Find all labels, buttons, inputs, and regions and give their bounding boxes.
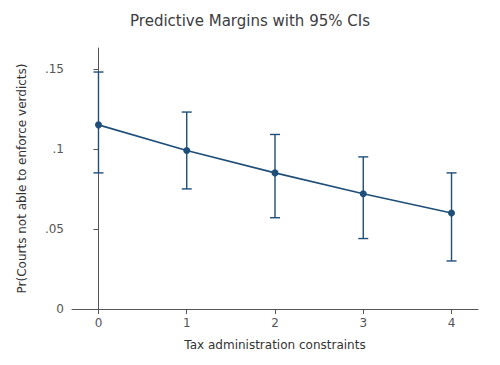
svg-text:4: 4 bbox=[448, 316, 456, 330]
svg-text:Predictive Margins with 95% CI: Predictive Margins with 95% CIs bbox=[130, 12, 370, 30]
svg-text:1: 1 bbox=[183, 316, 191, 330]
svg-text:.1: .1 bbox=[53, 142, 64, 156]
svg-text:3: 3 bbox=[359, 316, 367, 330]
svg-text:.05: .05 bbox=[45, 222, 64, 236]
svg-text:Tax administration constraints: Tax administration constraints bbox=[183, 338, 365, 352]
svg-text:2: 2 bbox=[271, 316, 279, 330]
svg-text:Pr(Courts not able to enforce: Pr(Courts not able to enforce verdicts) bbox=[15, 64, 29, 294]
svg-text:.15: .15 bbox=[45, 62, 64, 76]
svg-text:0: 0 bbox=[56, 302, 64, 316]
svg-text:0: 0 bbox=[95, 316, 103, 330]
